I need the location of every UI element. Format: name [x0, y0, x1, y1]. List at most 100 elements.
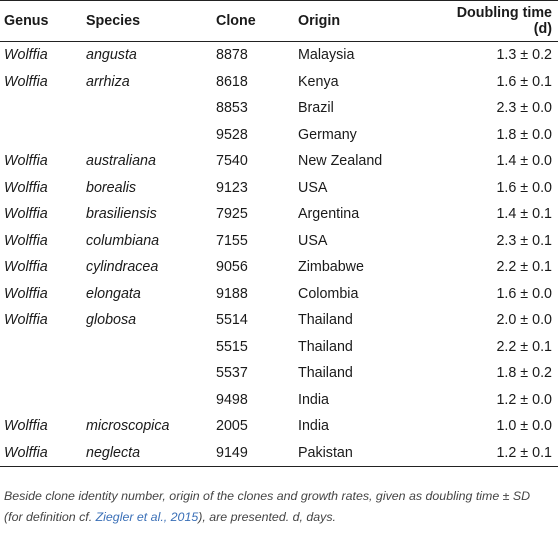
cell-species: arrhiza	[86, 73, 130, 90]
cell-clone: 8878	[216, 47, 248, 64]
cell-species: neglecta	[86, 439, 216, 467]
cell-species: columbiana	[86, 232, 160, 249]
table-row: 5537 Thailand 1.8 ± 0.2	[0, 360, 558, 387]
cell-species: elongata	[86, 285, 141, 302]
cell-clone: 2005	[216, 418, 248, 435]
cell-genus: Wolffia	[4, 73, 48, 90]
cell-species: brasiliensis	[86, 206, 157, 223]
cell-clone: 5537	[216, 365, 248, 382]
cell-doubling-time: 1.3 ± 0.2	[496, 47, 552, 64]
table-row: Wolffia microscopica 2005 India 1.0 ± 0.0	[0, 413, 558, 440]
cell-origin: Brazil	[298, 100, 334, 117]
cell-doubling-time: 2.2 ± 0.1	[496, 259, 552, 276]
header-doubling-time: Doubling time (d)	[448, 0, 558, 42]
cell-origin: Argentina	[298, 206, 360, 223]
table-row: 8853 Brazil 2.3 ± 0.0	[0, 95, 558, 122]
cell-genus: Wolffia	[4, 232, 48, 249]
table-row: Wolffia australiana 7540 New Zealand 1.4 ± 0…	[0, 148, 558, 175]
cell-origin: Kenya	[298, 73, 339, 90]
cell-genus: Wolffia	[4, 206, 48, 223]
header-genus: Genus	[0, 0, 86, 42]
cell-genus: Wolffia	[4, 312, 48, 329]
cell-clone: 8853	[216, 100, 248, 117]
table-row: Wolffia cylindracea 9056 Zimbabwe 2.2 ± 0.1	[0, 254, 558, 281]
caption-text-end: ), are presented. d, days.	[198, 510, 336, 524]
cell-doubling-time: 1.6 ± 0.0	[496, 285, 552, 302]
cell-genus: Wolffia	[4, 259, 48, 276]
table-row: Wolffia borealis 9123 USA 1.6 ± 0.0	[0, 175, 558, 202]
cell-clone: 9188	[216, 285, 248, 302]
cell-origin: Malaysia	[298, 47, 355, 64]
cell-genus: Wolffia	[4, 418, 48, 435]
cell-origin: Zimbabwe	[298, 259, 364, 276]
table-row: Wolffia angusta 8878 Malaysia 1.3 ± 0.2	[0, 42, 558, 69]
cell-clone: 9498	[216, 391, 248, 408]
cell-origin: Thailand	[298, 312, 353, 329]
cell-origin: USA	[298, 179, 328, 196]
table-row: Wolffia brasiliensis 7925 Argentina 1.4 ± 0.…	[0, 201, 558, 228]
cell-genus	[0, 95, 86, 122]
table-row: 5515 Thailand 2.2 ± 0.1	[0, 334, 558, 361]
cell-doubling-time: 2.3 ± 0.1	[496, 232, 552, 249]
cell-clone: 7540	[216, 153, 248, 170]
cell-genus	[0, 360, 86, 387]
table-row: 9528 Germany 1.8 ± 0.0	[0, 122, 558, 149]
header-origin: Origin	[298, 0, 448, 42]
cell-species: globosa	[86, 312, 137, 329]
table-row: 9498 India 1.2 ± 0.0	[0, 387, 558, 414]
header-clone: Clone	[216, 0, 298, 42]
cell-origin: Colombia	[298, 285, 359, 302]
cell-clone: 9056	[216, 259, 248, 276]
cell-origin: Pakistan	[298, 439, 448, 467]
cell-clone: 9528	[216, 126, 248, 143]
cell-origin: India	[298, 418, 330, 435]
cell-genus: Wolffia	[4, 47, 48, 64]
cell-origin: India	[298, 391, 330, 408]
cell-species	[86, 360, 216, 387]
table-header: Genus Species Clone Origin Doubling time…	[0, 0, 558, 42]
cell-genus: Wolffia	[4, 153, 48, 170]
cell-doubling-time: 1.2 ± 0.0	[496, 391, 552, 408]
cell-species: microscopica	[86, 418, 170, 435]
cell-species: cylindracea	[86, 259, 159, 276]
cell-genus: Wolffia	[4, 285, 48, 302]
cell-genus: Wolffia	[0, 439, 86, 467]
cell-doubling-time: 2.2 ± 0.1	[496, 338, 552, 355]
cell-origin: Thailand	[298, 338, 353, 355]
cell-clone: 9123	[216, 179, 248, 196]
cell-doubling-time: 1.0 ± 0.0	[496, 418, 552, 435]
header-row: Genus Species Clone Origin Doubling time…	[0, 0, 558, 42]
header-species: Species	[86, 0, 216, 42]
cell-doubling-time: 1.2 ± 0.1	[448, 439, 558, 467]
caption-reference-link[interactable]: Ziegler et al., 2015	[95, 510, 199, 524]
cell-genus	[0, 334, 86, 361]
cell-species: australiana	[86, 153, 156, 170]
cell-origin: Germany	[298, 126, 357, 143]
doubling-time-table: Genus Species Clone Origin Doubling time…	[0, 0, 558, 467]
cell-species	[86, 122, 216, 149]
cell-clone: 7925	[216, 206, 248, 223]
cell-doubling-time: 1.8 ± 0.2	[496, 365, 552, 382]
cell-species	[86, 334, 216, 361]
table-row: Wolffia elongata 9188 Colombia 1.6 ± 0.0	[0, 281, 558, 308]
cell-doubling-time: 2.0 ± 0.0	[496, 312, 552, 329]
table-row: Wolffia arrhiza 8618 Kenya 1.6 ± 0.1	[0, 69, 558, 96]
table-row: Wolffia globosa 5514 Thailand 2.0 ± 0.0	[0, 307, 558, 334]
cell-genus	[0, 122, 86, 149]
cell-clone: 5514	[216, 312, 248, 329]
cell-species	[86, 387, 216, 414]
caption-text-start: Beside clone identity number, origin of …	[4, 489, 531, 524]
cell-doubling-time: 2.3 ± 0.0	[496, 100, 552, 117]
cell-genus	[0, 387, 86, 414]
cell-doubling-time: 1.8 ± 0.0	[496, 126, 552, 143]
cell-clone: 5515	[216, 338, 248, 355]
cell-species: angusta	[86, 47, 137, 64]
cell-doubling-time: 1.4 ± 0.0	[496, 153, 552, 170]
cell-species	[86, 95, 216, 122]
table-row: Wolffia columbiana 7155 USA 2.3 ± 0.1	[0, 228, 558, 255]
cell-clone: 8618	[216, 73, 248, 90]
cell-species: borealis	[86, 179, 137, 196]
cell-clone: 9149	[216, 439, 298, 467]
cell-doubling-time: 1.6 ± 0.1	[496, 73, 552, 90]
